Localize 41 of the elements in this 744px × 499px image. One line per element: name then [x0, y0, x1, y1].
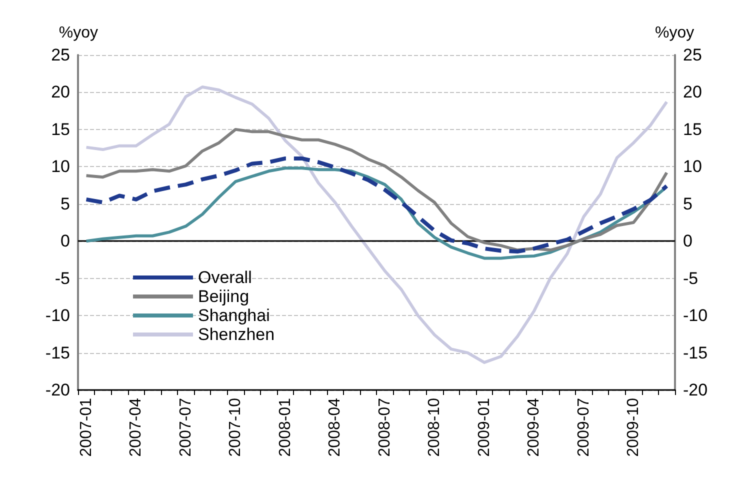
y-tick-label: -10 [45, 306, 70, 326]
x-tick-label: 2009-01 [476, 398, 493, 457]
y-tick-label: 20 [51, 82, 70, 102]
y-tick-label: 25 [51, 46, 70, 64]
legend-label: Beijing [198, 287, 250, 306]
y-tick-label: -15 [45, 343, 70, 362]
y2-tick-label: -5 [683, 268, 698, 288]
y2-tick-label: 10 [683, 157, 702, 176]
y2-tick-label: 5 [683, 194, 692, 214]
x-tick-label: 2007-04 [128, 398, 145, 457]
y-tick-label: 5 [60, 194, 70, 214]
y2-tick-label: -15 [683, 343, 708, 362]
y2-tick-label: 0 [683, 232, 692, 251]
y2-tick-label: 20 [683, 82, 702, 102]
x-tick-label: 2008-10 [426, 398, 444, 457]
line-series [84, 86, 668, 364]
y2-tick-label: -20 [683, 380, 708, 400]
y-tick-label: -20 [45, 380, 70, 400]
x-tick-label: 2008-04 [326, 398, 344, 457]
y2-tick-label: -10 [683, 306, 708, 326]
legend-label: Shanghai [198, 306, 270, 325]
x-tick-label: 2009-10 [625, 398, 642, 457]
x-tick-label: 2007-07 [177, 398, 194, 457]
y2-tick-label: 15 [683, 120, 702, 139]
x-tick-label: 2007-01 [78, 398, 95, 457]
x-tick-label: 2008-07 [376, 398, 394, 457]
y-tick-label: 10 [51, 157, 70, 176]
x-tick-label: 2009-04 [526, 398, 543, 457]
line-series [84, 128, 668, 252]
x-tick-label: 2008-01 [276, 398, 294, 457]
x-tick-label: 2009-07 [575, 398, 592, 457]
legend-label: Shenzhen [198, 325, 275, 344]
y-axis-title: %yoy [58, 24, 98, 42]
y2-axis-title: %yoy [655, 24, 694, 42]
y2-tick-label: 25 [683, 46, 702, 64]
line-series [84, 156, 669, 254]
y-tick-label: -5 [54, 268, 70, 288]
y-tick-label: 15 [51, 120, 70, 139]
y-tick-label: 0 [60, 232, 70, 251]
legend-label: Overall [198, 268, 252, 287]
x-tick-label: 2007-10 [227, 398, 244, 457]
